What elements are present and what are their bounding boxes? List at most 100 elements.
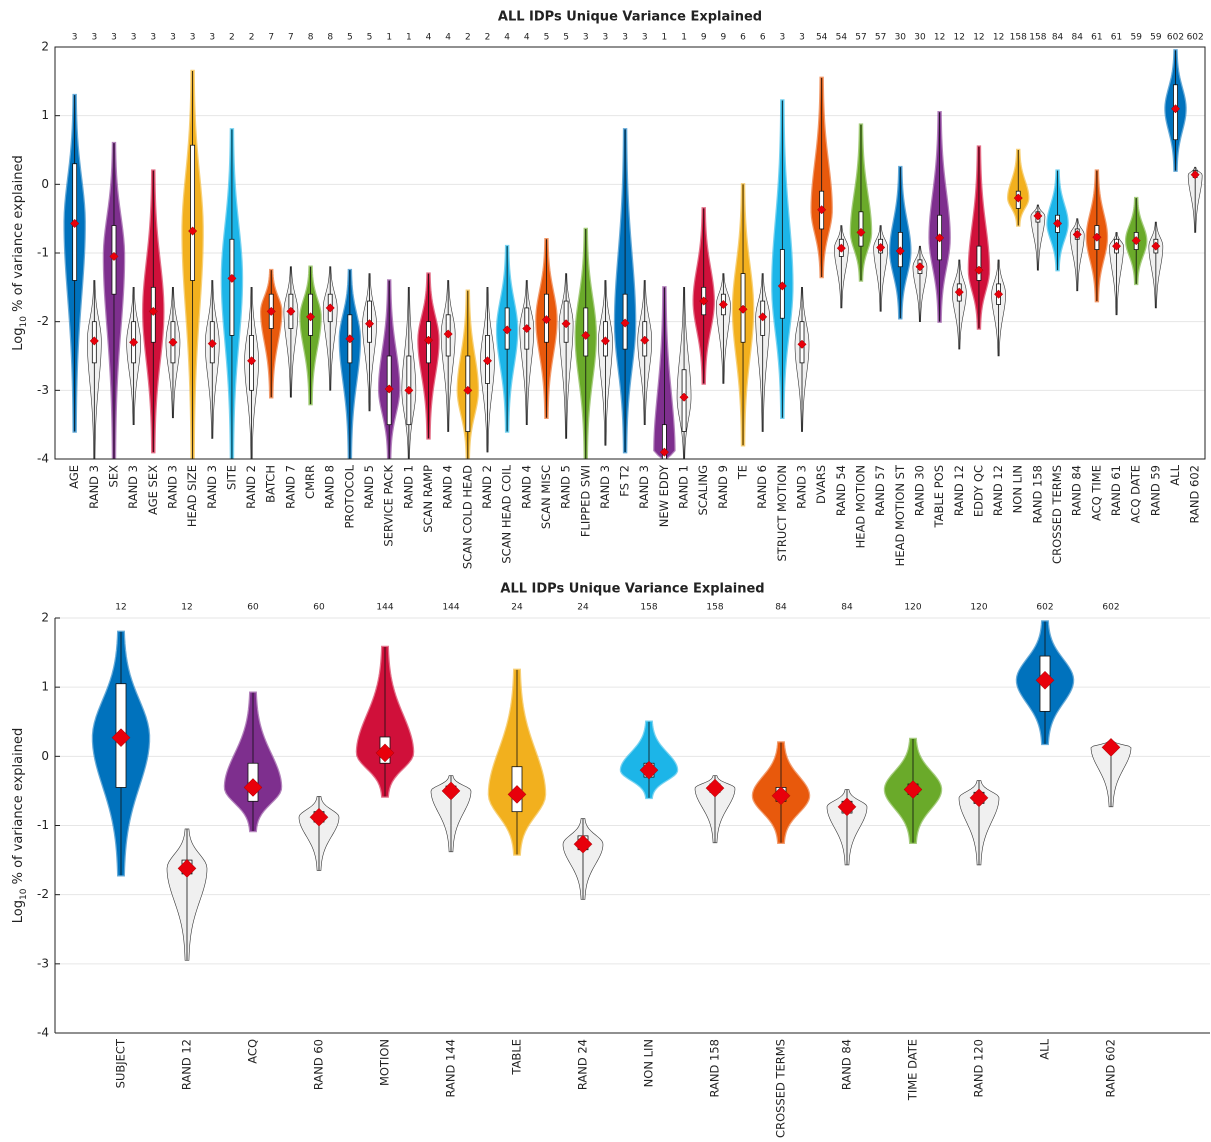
- mean-marker: [640, 335, 650, 345]
- count-label: 120: [970, 603, 987, 613]
- x-tick-label: AGE SEX: [146, 465, 160, 515]
- count-label: 57: [855, 33, 866, 43]
- x-tick-label: TIME DATE: [906, 1039, 920, 1101]
- mean-marker: [1033, 211, 1043, 221]
- y-axis-label: Log10 % of variance explained: [11, 155, 29, 350]
- x-tick-label: SUBJECT: [114, 1038, 128, 1088]
- violin-chart: ALL IDPs Unique Variance Explained Log10 …: [11, 10, 1206, 569]
- x-tick-label: SCALING: [696, 465, 710, 516]
- count-label: 4: [524, 33, 530, 43]
- mean-marker: [699, 296, 709, 306]
- count-label: 84: [841, 603, 853, 613]
- box: [229, 238, 235, 336]
- count-label: 3: [131, 33, 137, 43]
- x-tick-label: CROSSED TERMS: [774, 1039, 788, 1138]
- mean-marker: [837, 797, 857, 817]
- count-label: 3: [779, 33, 785, 43]
- count-label: 6: [760, 33, 766, 43]
- mean-marker: [1053, 218, 1063, 229]
- mean-marker: [227, 273, 237, 283]
- count-label: 9: [721, 33, 727, 43]
- count-label: 12: [115, 603, 126, 613]
- mean-marker: [1170, 104, 1181, 114]
- mean-marker: [286, 306, 296, 316]
- count-label: 12: [973, 33, 984, 43]
- x-tick-label: ACQ: [246, 1039, 260, 1064]
- count-label: 84: [775, 603, 787, 613]
- count-label: 7: [288, 33, 294, 43]
- chart-title: ALL IDPs Unique Variance Explained: [500, 582, 764, 597]
- count-label: 9: [701, 33, 707, 43]
- mean-marker: [1092, 232, 1102, 242]
- x-tick-label: RAND 84: [1070, 465, 1084, 516]
- y-tick-label: -4: [37, 1026, 49, 1040]
- y-tick-label: 1: [41, 680, 49, 694]
- x-tick-label: CMRR: [303, 465, 317, 499]
- x-tick-label: ALL: [1168, 464, 1182, 485]
- mean-marker: [1072, 229, 1082, 240]
- count-label: 54: [816, 33, 828, 43]
- mean-marker: [573, 834, 593, 854]
- mean-marker: [541, 315, 552, 325]
- violin-chart: ALL IDPs Unique Variance Explained Log10 …: [11, 582, 1210, 1138]
- x-tick-label: RAND 3: [795, 465, 809, 509]
- mean-marker: [306, 312, 316, 322]
- y-tick-label: -1: [37, 818, 49, 832]
- y-tick-label: 0: [41, 177, 49, 191]
- count-label: 3: [603, 33, 609, 43]
- mean-marker: [507, 785, 527, 804]
- mean-marker: [1111, 241, 1122, 251]
- count-label: 12: [954, 33, 965, 43]
- x-tick-label: PROTOCOL: [342, 464, 356, 528]
- mean-marker: [404, 385, 414, 395]
- x-tick-label: RAND 12: [991, 465, 1005, 516]
- x-tick-label: NON LIN: [1011, 465, 1025, 513]
- x-tick-label: RAND 158: [1030, 465, 1044, 523]
- count-label: 61: [1111, 33, 1122, 43]
- mean-marker: [679, 392, 689, 402]
- x-tick-label: TE: [736, 465, 750, 480]
- y-axis-label-part: Log: [11, 328, 26, 351]
- mean-marker: [738, 304, 748, 314]
- x-tick-label: RAND 3: [598, 465, 612, 509]
- count-label: 60: [313, 603, 325, 613]
- mean-marker: [1013, 193, 1023, 203]
- violins: [91, 620, 1132, 961]
- mean-marker: [375, 743, 395, 763]
- x-tick-label: SCAN HEAD COIL: [500, 464, 514, 563]
- mean-marker: [70, 218, 80, 229]
- count-label: 30: [914, 33, 926, 43]
- mean-marker: [1190, 170, 1200, 180]
- mean-marker: [129, 337, 139, 347]
- count-label: 12: [993, 33, 1004, 43]
- x-tick-label: RAND 144: [444, 1039, 458, 1097]
- count-label: 144: [376, 603, 393, 613]
- count-label: 8: [308, 33, 314, 43]
- count-label: 59: [1150, 33, 1162, 43]
- x-tick-label: RAND 12: [952, 465, 966, 516]
- x-tick-label: RAND 12: [180, 1039, 194, 1090]
- count-label: 3: [111, 33, 117, 43]
- mean-marker: [1101, 737, 1121, 757]
- x-tick-label: AGE: [67, 465, 81, 489]
- x-tick-label: MOTION: [378, 1039, 392, 1086]
- mean-marker: [895, 246, 905, 256]
- count-label: 1: [662, 33, 668, 43]
- x-tick-label: RAND 60: [312, 1039, 326, 1090]
- x-tick-label: RAND 24: [576, 1039, 590, 1090]
- mean-marker: [639, 760, 659, 780]
- violins: [63, 49, 1203, 459]
- mean-marker: [168, 337, 178, 347]
- y-tick-label: 0: [41, 749, 49, 763]
- y-axis-label-part: 10: [19, 888, 29, 900]
- count-label: 1: [681, 33, 687, 43]
- mean-marker: [188, 226, 198, 236]
- x-tick-label: HEAD MOTION ST: [893, 464, 907, 566]
- x-tick-label: RAND 54: [834, 465, 848, 516]
- mean-marker: [561, 319, 571, 329]
- x-tick-label: HEAD MOTION: [853, 465, 867, 548]
- x-tick-label: RAND 5: [559, 465, 573, 509]
- count-label: 2: [249, 33, 255, 43]
- count-label: 1: [406, 33, 412, 43]
- mean-marker: [148, 306, 158, 316]
